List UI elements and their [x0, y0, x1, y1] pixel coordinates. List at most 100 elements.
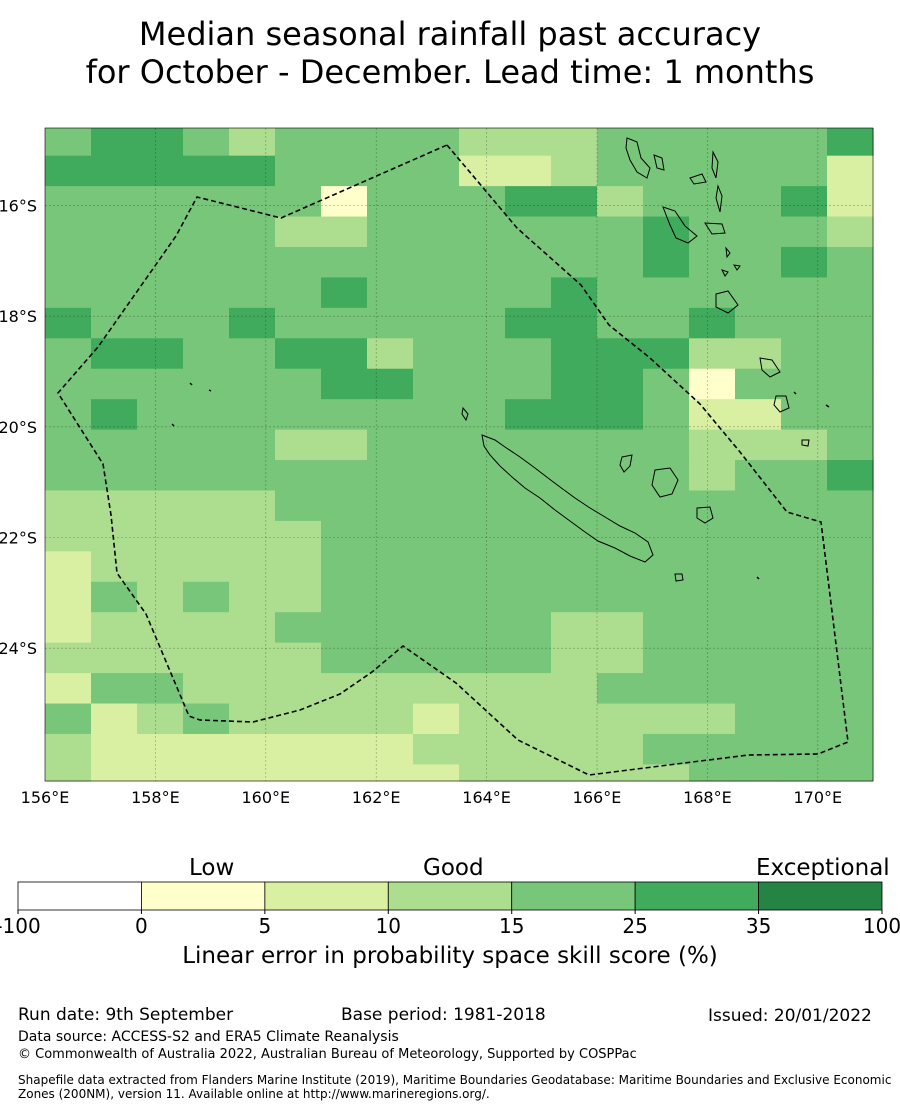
grid-cell	[321, 460, 368, 492]
grid-cell	[505, 642, 552, 674]
grid-cell	[137, 764, 184, 782]
grid-cell	[781, 128, 828, 157]
grid-cell	[45, 490, 92, 522]
grid-cell	[505, 581, 552, 613]
grid-cell	[689, 368, 736, 400]
grid-cell	[413, 703, 460, 735]
grid-cell	[597, 764, 644, 782]
grid-cell	[827, 551, 874, 583]
colorbar-swatch	[17, 881, 142, 911]
grid-cell	[735, 368, 782, 400]
grid-cell	[137, 733, 184, 765]
grid-cell	[45, 338, 92, 370]
grid-cell	[827, 764, 874, 782]
grid-cell	[597, 246, 644, 279]
lon-label: 162°E	[352, 788, 401, 807]
grid-cell	[459, 642, 506, 674]
grid-cell	[321, 186, 368, 218]
grid-cell	[91, 186, 138, 218]
grid-cell	[183, 338, 230, 370]
grid-cell	[735, 551, 782, 583]
grid-cell	[643, 642, 690, 674]
grid-cell	[505, 399, 552, 431]
grid-cell	[367, 186, 414, 218]
grid-cell	[137, 216, 184, 248]
grid-cell	[643, 520, 690, 552]
lat-label: 24°S	[0, 639, 37, 658]
grid-cell	[459, 764, 506, 782]
grid-cell	[137, 246, 184, 279]
grid-cell	[781, 186, 828, 218]
grid-cell	[229, 216, 276, 248]
grid-cell	[827, 246, 874, 279]
grid-cell	[781, 642, 828, 674]
grid-cell	[551, 490, 598, 522]
grid-cell	[459, 460, 506, 492]
grid-cell	[275, 399, 322, 431]
grid-cell	[367, 764, 414, 782]
grid-cell	[551, 307, 598, 339]
grid-cell	[321, 399, 368, 431]
grid-cell	[183, 399, 230, 431]
grid-cell	[183, 764, 230, 782]
grid-cell	[459, 338, 506, 370]
grid-cell	[275, 703, 322, 735]
grid-cell	[643, 155, 690, 187]
grid-cell	[229, 673, 276, 705]
grid-cell	[367, 429, 414, 461]
grid-cell	[781, 277, 828, 309]
grid-cell	[321, 429, 368, 461]
grid-cell	[459, 581, 506, 613]
grid-cell	[505, 703, 552, 735]
grid-cell	[735, 128, 782, 157]
grid-cell	[275, 128, 322, 157]
grid-cell	[551, 155, 598, 187]
grid-cell	[597, 399, 644, 431]
grid-cell	[91, 246, 138, 279]
grid-cell	[827, 277, 874, 309]
grid-cell	[643, 429, 690, 461]
grid-cell	[689, 429, 736, 461]
grid-cell	[45, 186, 92, 218]
grid-cell	[827, 581, 874, 613]
grid-cell	[45, 703, 92, 735]
grid-cell	[505, 186, 552, 218]
grid-cell	[45, 246, 92, 279]
grid-cell	[321, 581, 368, 613]
grid-cell	[459, 155, 506, 187]
grid-cell	[275, 673, 322, 705]
grid-cell	[275, 368, 322, 400]
grid-cell	[551, 186, 598, 218]
grid-cell	[505, 764, 552, 782]
grid-cell	[367, 460, 414, 492]
grid-cell	[137, 155, 184, 187]
grid-cell	[91, 551, 138, 583]
grid-cell	[229, 642, 276, 674]
grid-cell	[689, 399, 736, 431]
grid-cell	[735, 703, 782, 735]
grid-cell	[781, 368, 828, 400]
vanuatu-erromango	[759, 357, 781, 378]
grid-cell	[459, 429, 506, 461]
grid-cell	[367, 216, 414, 248]
grid-cell	[597, 612, 644, 644]
run-date: Run date: 9th September	[18, 1005, 234, 1025]
grid-cell	[551, 399, 598, 431]
grid-cell	[367, 155, 414, 187]
grid-cell	[91, 429, 138, 461]
colorbar-tick-label: 15	[499, 914, 524, 938]
grid-cell	[505, 429, 552, 461]
grid-cell	[275, 612, 322, 644]
grid-cell	[275, 581, 322, 613]
lat-label: 22°S	[0, 529, 37, 548]
grid-cell	[137, 277, 184, 309]
grid-cell	[367, 277, 414, 309]
grid-cell	[781, 246, 828, 279]
grid-cell	[735, 277, 782, 309]
grid-cell	[183, 673, 230, 705]
grid-cell	[781, 581, 828, 613]
belep-island	[461, 406, 469, 422]
grid-cell	[643, 733, 690, 765]
grid-cell	[689, 520, 736, 552]
grid-cell	[45, 429, 92, 461]
